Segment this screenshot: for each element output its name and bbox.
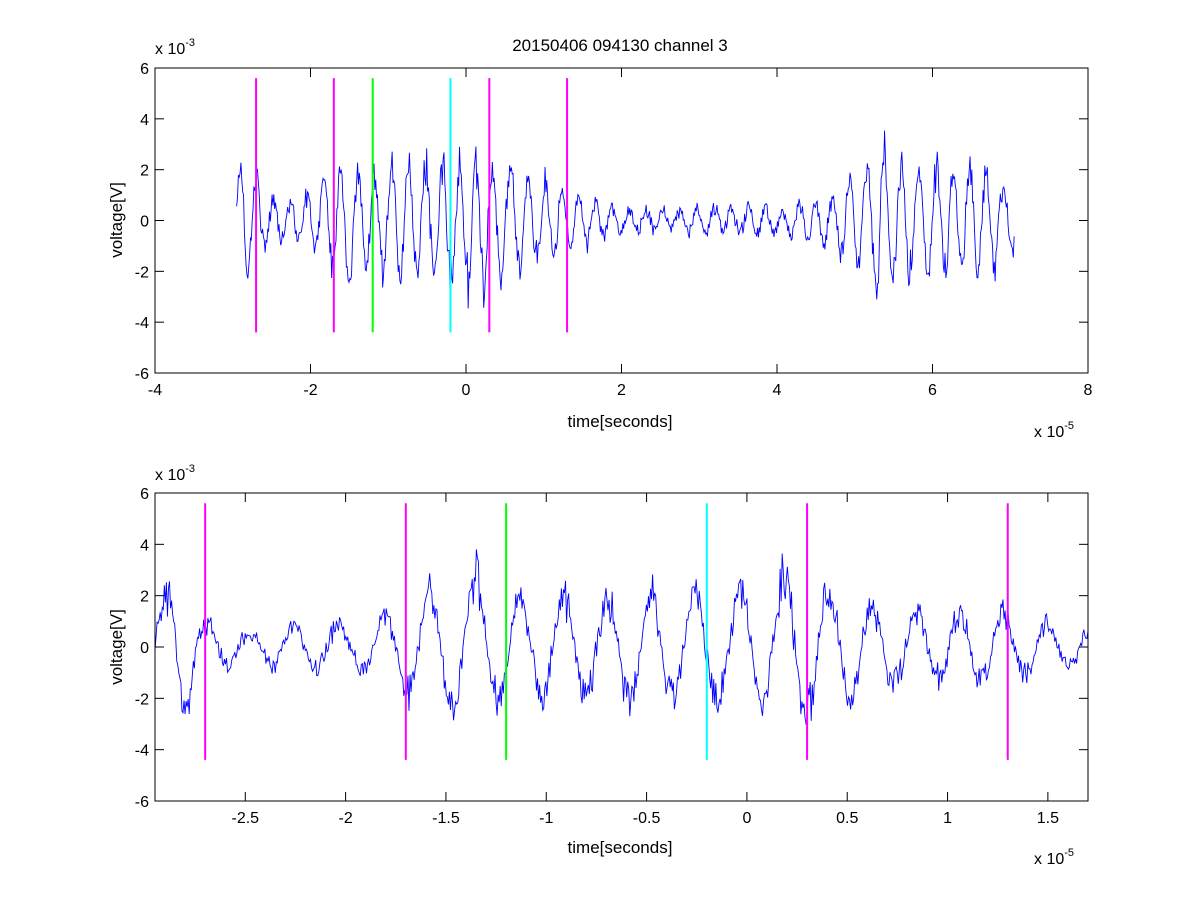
bottom-x-ticks: -2.5 -2 -1.5 -1 -0.5 0 0.5 1 1.5 — [232, 493, 1059, 827]
bottom-y-multiplier: x 10-3 — [155, 463, 195, 484]
bottom-x-axis-label: time[seconds] — [568, 838, 673, 857]
top-y-multiplier: x 10-3 — [155, 37, 195, 58]
top-x-multiplier-exponent: -5 — [1064, 420, 1074, 432]
bottom-x-tick-label: -1.5 — [432, 810, 460, 827]
bottom-x-tick-label: 1.5 — [1037, 810, 1059, 827]
bottom-x-tick-label: -1 — [539, 810, 553, 827]
top-x-multiplier-base: x 10 — [1034, 424, 1064, 441]
bottom-y-axis-label: voltage[V] — [107, 609, 126, 685]
top-y-axis-label: voltage[V] — [107, 182, 126, 258]
top-y-tick-label: -2 — [135, 264, 149, 281]
bottom-x-tick-label: -2 — [338, 810, 352, 827]
top-x-multiplier: x 10-5 — [1034, 420, 1074, 441]
top-signal-series — [236, 130, 1015, 309]
top-y-ticks: -6 -4 -2 0 2 4 6 — [135, 61, 1088, 383]
top-x-tick-label: -2 — [303, 382, 317, 399]
bottom-subplot: -2.5 -2 -1.5 -1 -0.5 0 0.5 1 1.5 -6 -4 -2 0 2 4 6 time… — [107, 463, 1089, 868]
top-x-tick-label: 6 — [928, 382, 937, 399]
top-x-tick-label: 0 — [462, 382, 471, 399]
bottom-x-tick-label: 0.5 — [836, 810, 858, 827]
bottom-x-multiplier-base: x 10 — [1034, 851, 1064, 868]
bottom-y-tick-label: 4 — [140, 537, 149, 554]
top-x-tick-label: -4 — [148, 382, 162, 399]
bottom-y-tick-label: -2 — [135, 691, 149, 708]
bottom-x-multiplier-exponent: -5 — [1064, 847, 1074, 859]
bottom-y-multiplier-base: x 10 — [155, 467, 185, 484]
bottom-y-tick-label: -6 — [135, 794, 149, 811]
bottom-x-tick-label: 1 — [943, 810, 952, 827]
bottom-x-multiplier: x 10-5 — [1034, 847, 1074, 868]
bottom-x-tick-label: -0.5 — [633, 810, 661, 827]
top-y-tick-label: 6 — [140, 61, 149, 78]
top-x-tick-label: 2 — [617, 382, 626, 399]
bottom-y-ticks: -6 -4 -2 0 2 4 6 — [135, 486, 1088, 811]
bottom-plot-marks — [155, 503, 1088, 760]
top-plot-marks — [236, 78, 1015, 333]
bottom-signal-series — [155, 549, 1088, 726]
bottom-x-tick-label: 0 — [742, 810, 751, 827]
figure-title: 20150406 094130 channel 3 — [512, 36, 728, 55]
top-y-tick-label: 2 — [140, 163, 149, 180]
bottom-y-multiplier-exponent: -3 — [185, 463, 195, 475]
top-y-tick-label: 0 — [140, 214, 149, 231]
top-y-multiplier-exponent: -3 — [185, 37, 195, 49]
top-y-multiplier-base: x 10 — [155, 41, 185, 58]
bottom-y-tick-label: -4 — [135, 743, 149, 760]
top-y-tick-label: -4 — [135, 315, 149, 332]
top-x-tick-label: 8 — [1084, 382, 1093, 399]
top-x-axis-label: time[seconds] — [568, 412, 673, 431]
top-x-ticks: -4 -2 0 2 4 6 8 — [148, 68, 1093, 399]
top-y-tick-label: -6 — [135, 366, 149, 383]
bottom-x-tick-label: -2.5 — [232, 810, 260, 827]
bottom-y-tick-label: 2 — [140, 589, 149, 606]
bottom-y-tick-label: 6 — [140, 486, 149, 503]
top-x-tick-label: 4 — [773, 382, 782, 399]
bottom-y-tick-label: 0 — [140, 640, 149, 657]
top-y-tick-label: 4 — [140, 112, 149, 129]
